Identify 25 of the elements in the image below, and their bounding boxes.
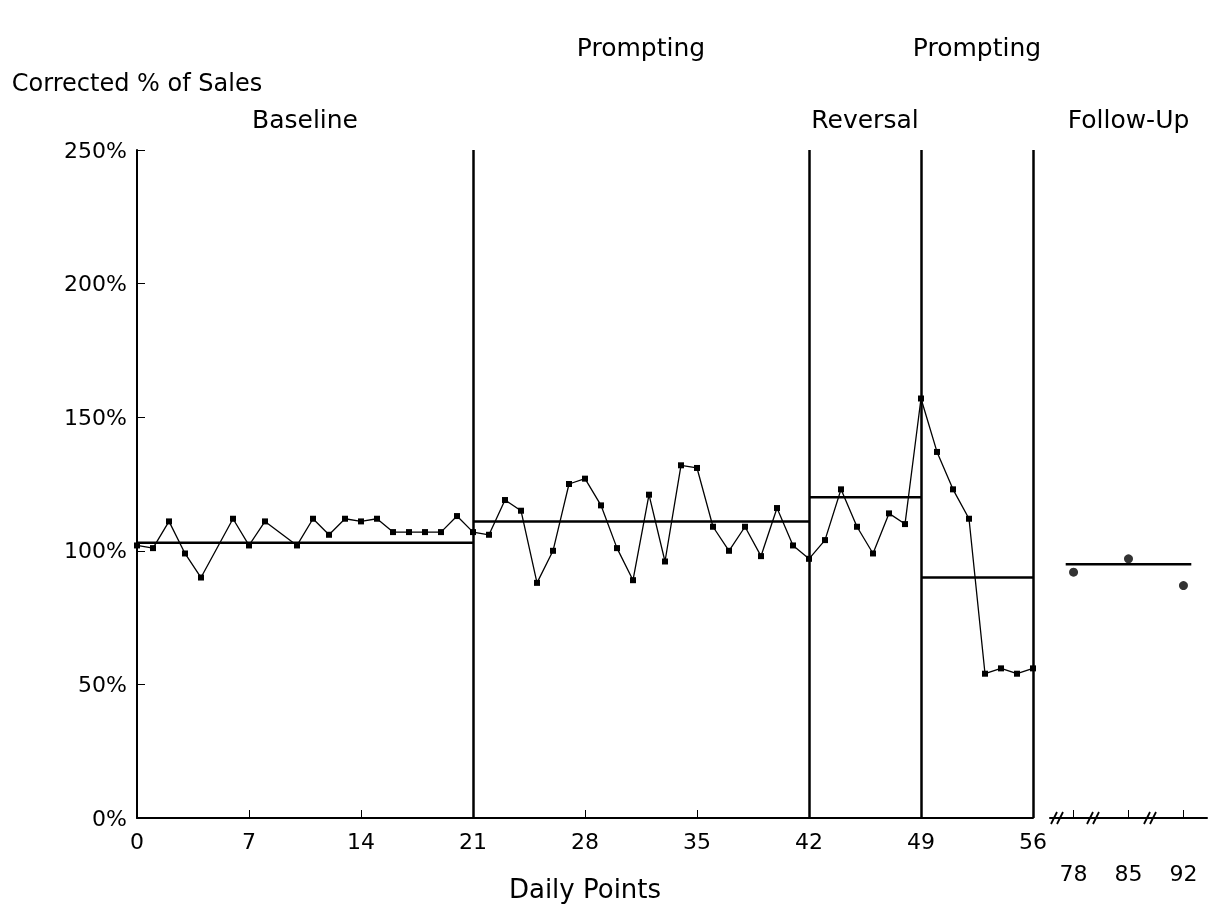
y-tick-label: 100% xyxy=(64,538,127,564)
text: Prompting xyxy=(576,33,706,62)
text: Baseline xyxy=(252,105,358,134)
x-tick-label: 92 xyxy=(1169,860,1198,886)
x-axis-title: Daily Points xyxy=(508,874,662,904)
y-tick-label: 50% xyxy=(78,671,127,697)
x-tick-label: 28 xyxy=(571,828,599,854)
y-tick-label: 0% xyxy=(92,805,127,831)
text: Follow-Up xyxy=(1067,105,1190,134)
x-tick-label: 42 xyxy=(795,828,823,854)
x-tick-label: 21 xyxy=(459,828,487,854)
y-axis-title: Corrected % of Sales xyxy=(11,69,263,97)
text: Prompting xyxy=(912,33,1042,62)
x-tick-label: 14 xyxy=(347,828,375,854)
x-tick-label: 35 xyxy=(683,828,711,854)
y-tick-label: 150% xyxy=(64,404,127,430)
y-tick-label: 250% xyxy=(64,137,127,163)
x-tick-label: 0 xyxy=(130,828,144,854)
x-tick-label: 85 xyxy=(1114,860,1143,886)
x-tick-label: 49 xyxy=(907,828,935,854)
text: Reversal xyxy=(811,105,919,134)
x-tick-label: 78 xyxy=(1059,860,1088,886)
x-tick-label: 56 xyxy=(1019,828,1047,854)
x-tick-label: 7 xyxy=(242,828,256,854)
y-tick-label: 200% xyxy=(64,271,127,297)
